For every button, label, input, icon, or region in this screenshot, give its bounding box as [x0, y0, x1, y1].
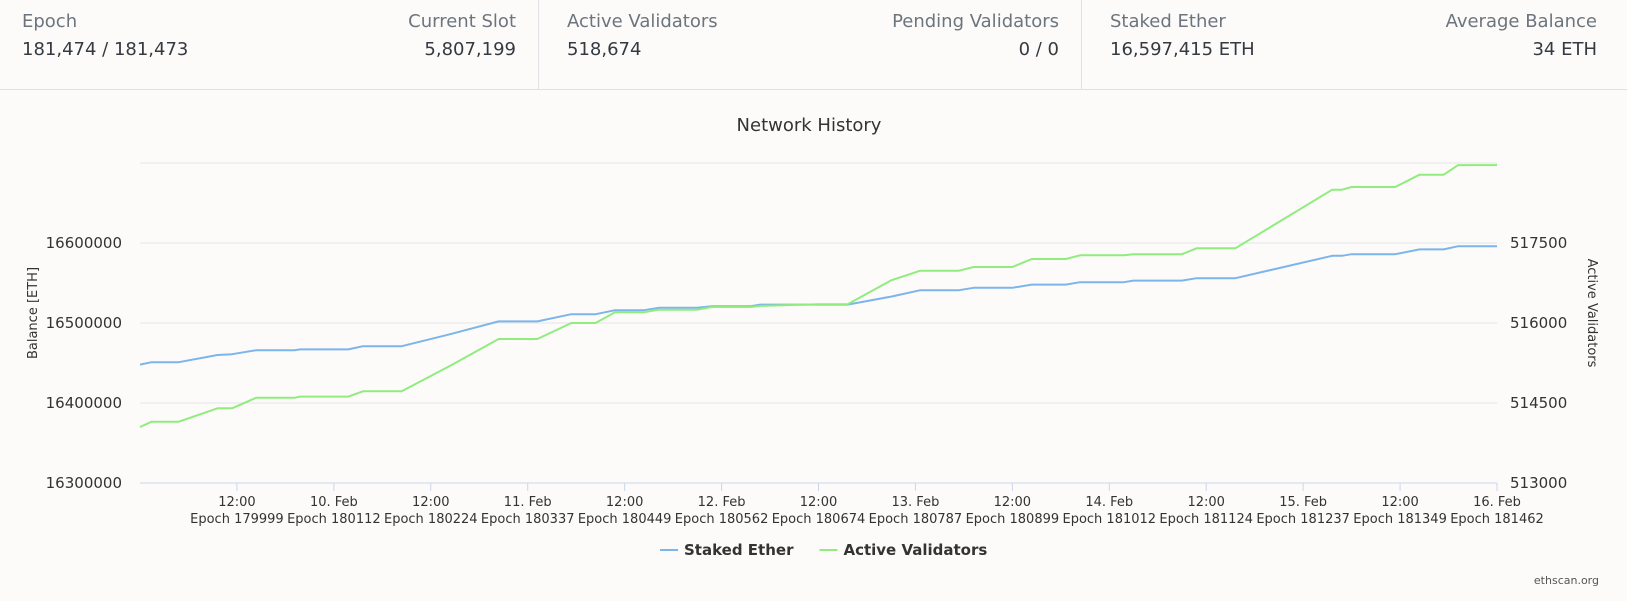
stat-average-balance-label: Average Balance	[1445, 11, 1597, 32]
x-tick-label-epoch: Epoch 181012	[1062, 512, 1156, 527]
stat-average-balance: Average Balance 34 ETH	[1446, 0, 1597, 89]
x-tick-label-time: 12:00	[218, 495, 255, 510]
x-tick-label-time: 10. Feb	[310, 495, 358, 510]
x-tick-label-time: 12:00	[800, 495, 837, 510]
x-tick-label-time: 12:00	[606, 495, 643, 510]
stat-epoch-value: 181,474 / 181,473	[22, 39, 189, 60]
x-tick-label-epoch: Epoch 181237	[1256, 512, 1350, 527]
network-stats-bar: Epoch 181,474 / 181,473 Current Slot 5,8…	[0, 0, 1627, 90]
x-tick-label-time: 12:00	[1381, 495, 1418, 510]
x-tick-label-time: 11. Feb	[504, 495, 552, 510]
stat-pending-validators: Pending Validators 0 / 0	[892, 0, 1059, 89]
stat-active-validators: Active Validators 518,674	[567, 0, 718, 89]
x-tick-label-epoch: Epoch 180449	[578, 512, 672, 527]
credits-text: ethscan.org	[1533, 574, 1599, 587]
chart-grid	[140, 162, 1497, 484]
y-left-tick-label: 16600000	[46, 234, 122, 252]
series-line-staked-ether	[139, 245, 1497, 366]
series-line-active-validators	[139, 164, 1497, 428]
network-history-chart: Network History Balance [ETH] Active Val…	[26, 115, 1599, 559]
chart-series	[139, 164, 1497, 428]
x-tick-label-time: 15. Feb	[1279, 495, 1327, 510]
y-right-tick-label: 516000	[1510, 314, 1567, 332]
stat-active-validators-label: Active Validators	[567, 11, 718, 32]
x-tick-label-epoch: Epoch 181124	[1159, 512, 1253, 527]
chart-axes: 16300000 16400000 16500000 16600000 513000 51…	[46, 234, 1568, 527]
y-left-tick-label: 16500000	[46, 314, 122, 332]
x-tick-label-epoch: Epoch 180224	[384, 512, 478, 527]
x-tick-label-time: 13. Feb	[892, 495, 940, 510]
stat-staked-ether-label: Staked Ether	[1110, 11, 1226, 32]
x-tick-label-time: 14. Feb	[1085, 495, 1133, 510]
stat-current-slot: Current Slot 5,807,199	[408, 0, 516, 89]
x-tick-label-epoch: Epoch 180787	[869, 512, 963, 527]
y-right-tick-label: 514500	[1510, 394, 1567, 412]
y-right-tick-label: 517500	[1510, 234, 1567, 252]
legend-item-staked-ether: Staked Ether	[684, 541, 794, 559]
x-tick-label-epoch: Epoch 180562	[675, 512, 769, 527]
stat-epoch-label: Epoch	[22, 11, 78, 32]
x-tick-label-time: 16. Feb	[1473, 495, 1521, 510]
legend-item-active-validators: Active Validators	[843, 541, 987, 559]
stat-pending-validators-value: 0 / 0	[1018, 39, 1059, 60]
stat-average-balance-value: 34 ETH	[1532, 39, 1597, 60]
stat-group-validators: Active Validators 518,674 Pending Valida…	[538, 0, 1081, 89]
x-tick-label-time: 12:00	[994, 495, 1031, 510]
stat-group-epoch: Epoch 181,474 / 181,473 Current Slot 5,8…	[0, 0, 538, 89]
y-left-tick-label: 16400000	[46, 394, 122, 412]
x-tick-label-epoch: Epoch 180337	[481, 512, 575, 527]
y-axis-left-title: Balance [ETH]	[26, 267, 41, 359]
stat-current-slot-label: Current Slot	[408, 11, 516, 32]
x-tick-label-epoch: Epoch 181462	[1450, 512, 1544, 527]
chart-legend: Staked Ether Active Validators	[660, 541, 987, 559]
x-tick-label-epoch: Epoch 180674	[772, 512, 866, 527]
x-tick-label-epoch: Epoch 179999	[190, 512, 284, 527]
stat-current-slot-value: 5,807,199	[424, 39, 516, 60]
y-right-tick-label: 513000	[1510, 474, 1567, 492]
y-axis-right-title: Active Validators	[1584, 259, 1599, 368]
stat-pending-validators-label: Pending Validators	[892, 11, 1059, 32]
x-tick-label-time: 12. Feb	[698, 495, 746, 510]
x-tick-label-epoch: Epoch 180899	[966, 512, 1060, 527]
stat-epoch: Epoch 181,474 / 181,473	[22, 0, 188, 89]
x-tick-label-epoch: Epoch 181349	[1353, 512, 1447, 527]
y-left-tick-label: 16300000	[46, 474, 122, 492]
stat-staked-ether-value: 16,597,415 ETH	[1110, 39, 1255, 60]
stat-group-ether: Staked Ether 16,597,415 ETH Average Bala…	[1081, 0, 1627, 89]
stat-staked-ether: Staked Ether 16,597,415 ETH	[1110, 0, 1255, 89]
stat-active-validators-value: 518,674	[567, 39, 642, 60]
x-tick-label-epoch: Epoch 180112	[287, 512, 381, 527]
x-tick-label-time: 12:00	[1187, 495, 1224, 510]
x-tick-label-time: 12:00	[412, 495, 449, 510]
chart-title: Network History	[737, 115, 882, 136]
